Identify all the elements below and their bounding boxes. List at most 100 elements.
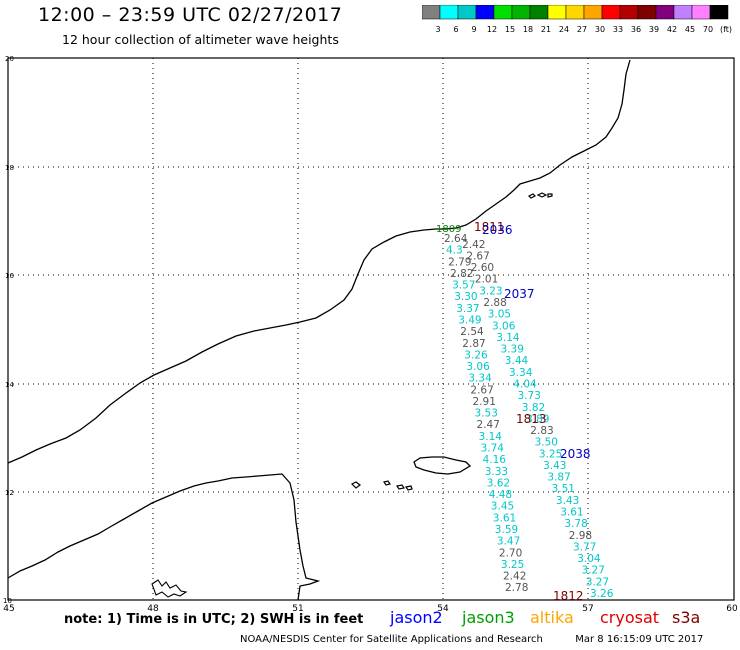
socotra-island xyxy=(413,456,472,475)
wave-height-value: 3.06 xyxy=(466,361,490,373)
scale-label: 36 xyxy=(631,25,641,34)
wave-height-value: 3.43 xyxy=(556,495,579,507)
x-tick-label: 57 xyxy=(582,604,593,614)
scale-label: 12 xyxy=(487,25,497,34)
wave-height-value: 3.25 xyxy=(539,448,562,460)
wave-height-value: 2.82 xyxy=(450,268,473,280)
legend-altika: altika xyxy=(530,608,574,627)
track-time-label: 2037 xyxy=(504,287,535,301)
page-title: 12:00 – 23:59 UTC 02/27/2017 xyxy=(38,4,343,26)
wave-height-value: 2.78 xyxy=(505,582,528,594)
scale-label: 42 xyxy=(667,25,677,34)
wave-height-value: 3.87 xyxy=(547,472,570,484)
y-tick-label: 14 xyxy=(5,381,14,389)
scale-label: 30 xyxy=(595,25,605,34)
wave-height-value: 3.61 xyxy=(493,512,516,524)
wave-height-value: 3.82 xyxy=(522,402,545,414)
wave-height-value: 2.47 xyxy=(477,419,500,431)
scale-swatch xyxy=(673,5,693,20)
x-tick-labels: 45 48 51 54 57 60 xyxy=(3,604,738,614)
track-time-label: 1813 xyxy=(516,412,547,426)
wave-height-value: 3.33 xyxy=(485,466,508,478)
track-time-label: 1812 xyxy=(553,589,584,603)
scale-label: 70 xyxy=(703,25,713,34)
wave-height-value: 2.67 xyxy=(466,251,489,263)
wave-height-value: 3.06 xyxy=(492,320,516,332)
wave-height-value: 3.51 xyxy=(552,483,575,495)
scale-label: 9 xyxy=(471,25,476,34)
scale-label: (ft) xyxy=(720,25,732,34)
wave-height-value: 3.26 xyxy=(464,349,488,361)
wave-height-value: 3.04 xyxy=(577,553,601,565)
x-tick-label: 60 xyxy=(726,604,738,614)
wave-height-value: 3.30 xyxy=(454,291,477,303)
scale-swatch xyxy=(511,5,531,20)
scale-label: 21 xyxy=(541,25,551,34)
wave-height-value: 3.57 xyxy=(452,280,475,292)
scale-swatch xyxy=(493,5,513,20)
scale-swatch xyxy=(457,5,477,20)
wave-height-value: 2.91 xyxy=(473,396,496,408)
scale-swatch xyxy=(655,5,675,20)
wave-height-value: 2.54 xyxy=(460,326,484,338)
credit-text: NOAA/NESDIS Center for Satellite Applica… xyxy=(240,634,543,645)
wave-height-value: 3.27 xyxy=(586,576,609,588)
scale-swatch xyxy=(709,5,729,20)
wave-height-value: 3.26 xyxy=(590,588,614,600)
coastal-islet-cluster xyxy=(151,579,188,598)
wave-height-value: 3.45 xyxy=(491,501,514,513)
wave-height-values: 2.642.424.3 2.672.79 2.602.82 2.013.57 3.233… xyxy=(444,233,614,600)
wave-height-value: 3.44 xyxy=(505,355,529,367)
credit-line: NOAA/NESDIS Center for Satellite Applica… xyxy=(240,634,703,645)
wave-height-value: 4.04 xyxy=(513,379,537,391)
y-tick-labels: 20 18 16 14 12 10 xyxy=(3,55,14,605)
small-islands xyxy=(350,192,553,491)
wave-height-value: 3.59 xyxy=(495,524,518,536)
wave-height-value: 3.25 xyxy=(501,559,524,571)
scale-swatch xyxy=(637,5,657,20)
scale-swatch xyxy=(422,5,441,20)
lat-lon-grid xyxy=(8,58,734,600)
scale-label: 39 xyxy=(649,25,659,34)
scale-label: 27 xyxy=(577,25,587,34)
scale-label: 15 xyxy=(505,25,515,34)
legend-s3a: s3a xyxy=(672,608,701,627)
x-tick-label: 48 xyxy=(147,604,159,614)
wave-height-value: 3.89 xyxy=(526,413,549,425)
plot-frame xyxy=(7,57,735,601)
wave-height-value: 4.16 xyxy=(483,454,507,466)
track-time-labels: 1809 1811 2036 2037 1813 2038 1812 xyxy=(436,220,591,603)
legend-cryosat: cryosat xyxy=(600,608,660,627)
wave-height-value: 3.34 xyxy=(509,367,533,379)
color-scale: 3 6 9 12 15 18 21 24 27 30 33 36 39 42 45 70 (ft) xyxy=(422,5,732,34)
wave-height-value: 2.67 xyxy=(470,384,493,396)
scale-swatch xyxy=(475,5,495,20)
scale-swatch xyxy=(691,5,711,20)
wave-height-value: 3.61 xyxy=(560,507,583,519)
scale-swatch xyxy=(547,5,567,20)
wave-height-value: 3.74 xyxy=(481,443,505,455)
wave-height-value: 2.98 xyxy=(569,530,592,542)
wave-height-value: 3.73 xyxy=(518,390,541,402)
scale-swatch xyxy=(439,5,459,20)
wave-height-value: 3.05 xyxy=(488,309,511,321)
scale-label: 6 xyxy=(453,25,458,34)
y-tick-label: 18 xyxy=(5,164,14,172)
wave-height-value: 3.47 xyxy=(497,536,520,548)
y-tick-label: 20 xyxy=(5,55,14,63)
wave-height-value: 2.42 xyxy=(503,571,526,583)
page-subtitle: 12 hour collection of altimeter wave hei… xyxy=(62,32,339,47)
y-tick-label: 16 xyxy=(5,272,14,280)
wave-height-value: 3.77 xyxy=(573,541,596,553)
wave-height-value: 4.3 xyxy=(446,245,463,257)
x-tick-label: 51 xyxy=(292,604,303,614)
scale-label: 3 xyxy=(435,25,440,34)
wave-height-value: 3.37 xyxy=(456,303,479,315)
wave-height-value: 3.50 xyxy=(535,437,558,449)
wave-height-value: 2.60 xyxy=(471,262,494,274)
wave-height-value: 2.42 xyxy=(462,239,485,251)
y-tick-label: 12 xyxy=(5,489,14,497)
scale-swatch xyxy=(529,5,549,20)
wave-height-value: 3.14 xyxy=(479,431,503,443)
